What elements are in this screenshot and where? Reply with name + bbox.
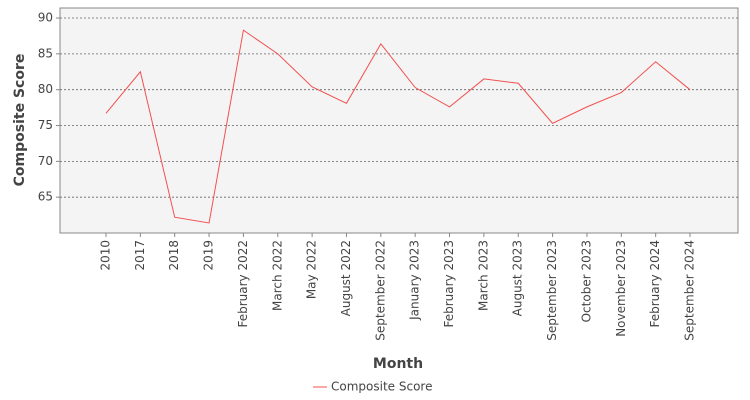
y-axis-title: Composite Score xyxy=(12,54,28,187)
x-tick-label: September 2023 xyxy=(545,240,559,341)
x-tick-label: March 2022 xyxy=(270,240,284,311)
plot-area xyxy=(59,7,739,234)
x-tick-label: September 2024 xyxy=(683,240,697,341)
x-tick-label: January 2023 xyxy=(408,240,422,321)
x-tick-label: 2017 xyxy=(133,240,147,271)
y-tick-label: 70 xyxy=(38,154,53,168)
legend-label: Composite Score xyxy=(331,380,432,394)
x-tick-label: March 2023 xyxy=(476,240,490,311)
x-tick-label: August 2023 xyxy=(511,240,525,316)
line-series xyxy=(105,29,691,224)
x-tick-label: August 2022 xyxy=(339,240,353,316)
y-tick-label: 65 xyxy=(38,190,53,204)
y-tick-label: 75 xyxy=(38,118,53,132)
x-tick-label: 2010 xyxy=(99,240,113,271)
x-axis-title: Month xyxy=(373,356,423,372)
x-tick-label: September 2022 xyxy=(373,240,387,341)
y-tick-label: 80 xyxy=(38,82,53,96)
x-tick-label: November 2023 xyxy=(614,240,628,337)
x-tick-label: 2018 xyxy=(167,240,181,271)
x-tick-label: February 2023 xyxy=(442,240,456,328)
x-tick-label: May 2022 xyxy=(305,240,319,299)
x-tick-label: 2019 xyxy=(202,240,216,271)
y-tick-label: 85 xyxy=(38,46,53,60)
x-tick-label: February 2024 xyxy=(648,240,662,328)
x-tick-label: February 2022 xyxy=(236,240,250,328)
y-tick-label: 90 xyxy=(38,11,53,25)
x-tick-label: October 2023 xyxy=(579,240,593,322)
